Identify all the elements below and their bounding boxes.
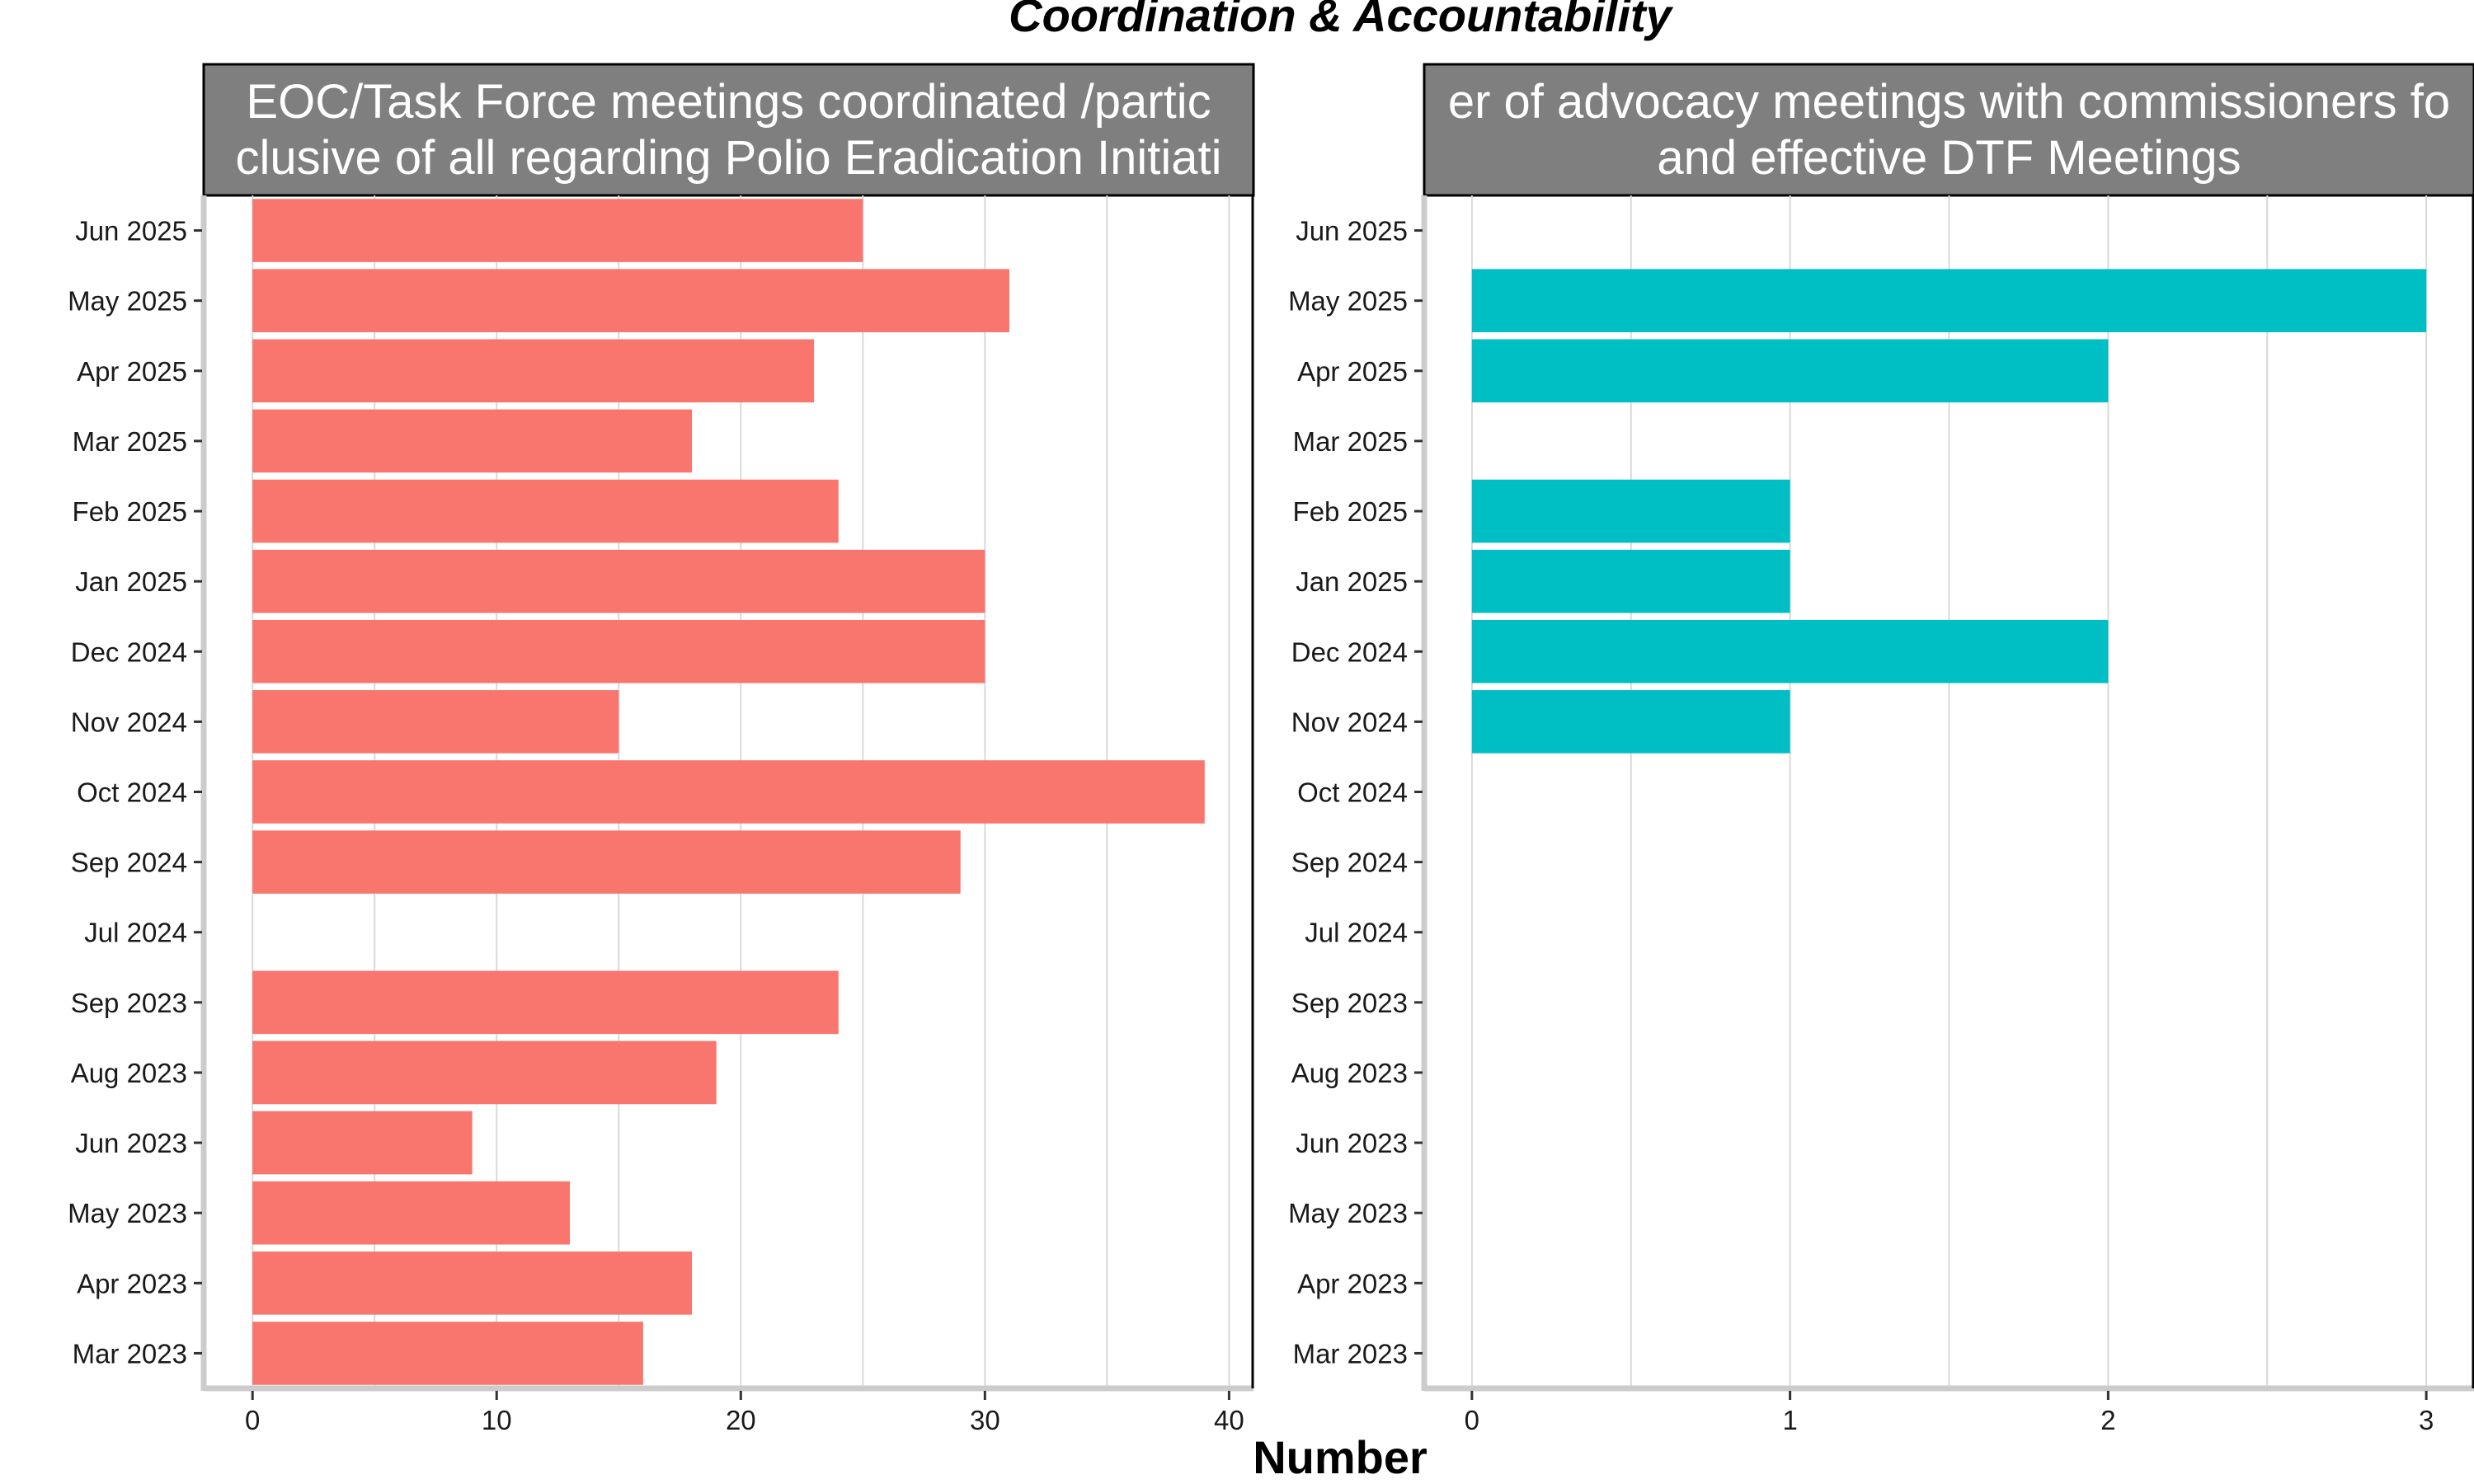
y-tick-label: Feb 2025 bbox=[1293, 496, 1408, 527]
bar bbox=[252, 409, 693, 473]
x-tick-label: 3 bbox=[2419, 1405, 2434, 1435]
figure-title: Coordination & Accountability bbox=[1009, 0, 1674, 41]
y-tick-label: Apr 2023 bbox=[77, 1268, 187, 1298]
y-tick-label: May 2025 bbox=[68, 286, 187, 317]
x-axis-label: Number bbox=[1253, 1431, 1427, 1483]
bar bbox=[252, 760, 1205, 824]
y-tick-label: Jan 2025 bbox=[1296, 566, 1408, 597]
strip-title: er of advocacy meetings with commissione… bbox=[1423, 63, 2474, 197]
x-tick-label: 2 bbox=[2100, 1405, 2115, 1435]
y-tick-label: Nov 2024 bbox=[71, 707, 187, 737]
y-tick-label: Feb 2025 bbox=[73, 496, 187, 527]
x-tick-label: 10 bbox=[482, 1405, 512, 1435]
bar bbox=[252, 619, 985, 683]
strip-title: EOC/Task Force meetings coordinated /par… bbox=[202, 63, 1255, 197]
bar bbox=[252, 830, 961, 894]
panel-advocacy-meetings: er of advocacy meetings with commissione… bbox=[1288, 63, 2474, 1435]
y-tick-label: Sep 2023 bbox=[71, 988, 187, 1018]
y-tick-label: May 2023 bbox=[68, 1198, 187, 1228]
y-tick-label: Oct 2024 bbox=[77, 777, 187, 808]
x-tick-label: 20 bbox=[726, 1405, 756, 1435]
bar bbox=[1471, 269, 2427, 332]
x-tick-label: 0 bbox=[1465, 1405, 1479, 1435]
bar bbox=[252, 1111, 473, 1175]
bar bbox=[252, 549, 985, 613]
y-tick-label: Jun 2023 bbox=[1296, 1128, 1408, 1158]
x-tick-label: 40 bbox=[1214, 1405, 1244, 1435]
y-tick-label: Apr 2023 bbox=[1297, 1268, 1408, 1298]
strip-text-group: er of advocacy meetings with commissione… bbox=[1448, 75, 2450, 185]
panel-eoc-task-force-meetings: EOC/Task Force meetings coordinated /par… bbox=[68, 63, 1255, 1435]
bar bbox=[252, 1252, 693, 1315]
y-tick-label: Sep 2024 bbox=[1291, 848, 1408, 878]
strip-title-line: er of advocacy meetings with commissione… bbox=[1448, 75, 2450, 129]
y-tick-label: Jun 2023 bbox=[75, 1128, 187, 1158]
y-tick-label: Nov 2024 bbox=[1291, 707, 1408, 737]
bar bbox=[1471, 549, 1790, 613]
bar bbox=[252, 970, 839, 1035]
y-tick-label: May 2025 bbox=[1288, 286, 1408, 317]
y-tick-label: May 2023 bbox=[1288, 1198, 1408, 1228]
bar bbox=[1471, 690, 1790, 754]
y-tick-label: Apr 2025 bbox=[77, 356, 187, 387]
y-tick-label: Dec 2024 bbox=[1291, 636, 1408, 667]
y-tick-label: Oct 2024 bbox=[1297, 777, 1408, 808]
bar bbox=[252, 1322, 643, 1385]
y-tick-label: Mar 2023 bbox=[73, 1338, 187, 1369]
strip-text-group: EOC/Task Force meetings coordinated /par… bbox=[235, 75, 1221, 185]
bar bbox=[252, 1181, 571, 1245]
y-tick-label: Aug 2023 bbox=[1291, 1058, 1408, 1088]
strip-title-line: and effective DTF Meetings bbox=[1657, 131, 2241, 185]
bar bbox=[252, 269, 1009, 332]
bar bbox=[1471, 339, 2109, 403]
y-tick-label: Mar 2025 bbox=[1293, 426, 1408, 457]
bar bbox=[1471, 619, 2109, 683]
bar bbox=[252, 339, 815, 403]
x-tick-label: 30 bbox=[970, 1405, 1000, 1435]
bar bbox=[1471, 479, 1790, 543]
bar bbox=[252, 1040, 717, 1105]
y-tick-label: Dec 2024 bbox=[71, 636, 187, 667]
bar bbox=[252, 479, 839, 543]
bar bbox=[252, 690, 619, 754]
y-tick-label: Sep 2024 bbox=[71, 848, 187, 878]
strip-background bbox=[1423, 63, 2474, 197]
y-tick-label: Mar 2025 bbox=[73, 426, 187, 457]
y-tick-label: Sep 2023 bbox=[1291, 988, 1408, 1018]
x-tick-label: 0 bbox=[245, 1405, 260, 1435]
strip-title-line: clusive of all regarding Polio Eradicati… bbox=[235, 131, 1221, 185]
y-tick-label: Jan 2025 bbox=[75, 566, 187, 597]
y-tick-label: Jun 2025 bbox=[75, 216, 187, 247]
y-tick-label: Mar 2023 bbox=[1293, 1338, 1408, 1369]
y-tick-label: Apr 2025 bbox=[1297, 356, 1408, 387]
strip-title-line: EOC/Task Force meetings coordinated /par… bbox=[246, 75, 1211, 129]
y-tick-label: Jul 2024 bbox=[84, 918, 187, 948]
y-tick-label: Aug 2023 bbox=[71, 1058, 187, 1088]
x-tick-label: 1 bbox=[1782, 1405, 1797, 1435]
strip-background bbox=[202, 63, 1255, 197]
y-tick-label: Jul 2024 bbox=[1305, 918, 1408, 948]
y-tick-label: Jun 2025 bbox=[1296, 216, 1408, 247]
bar bbox=[252, 199, 863, 262]
